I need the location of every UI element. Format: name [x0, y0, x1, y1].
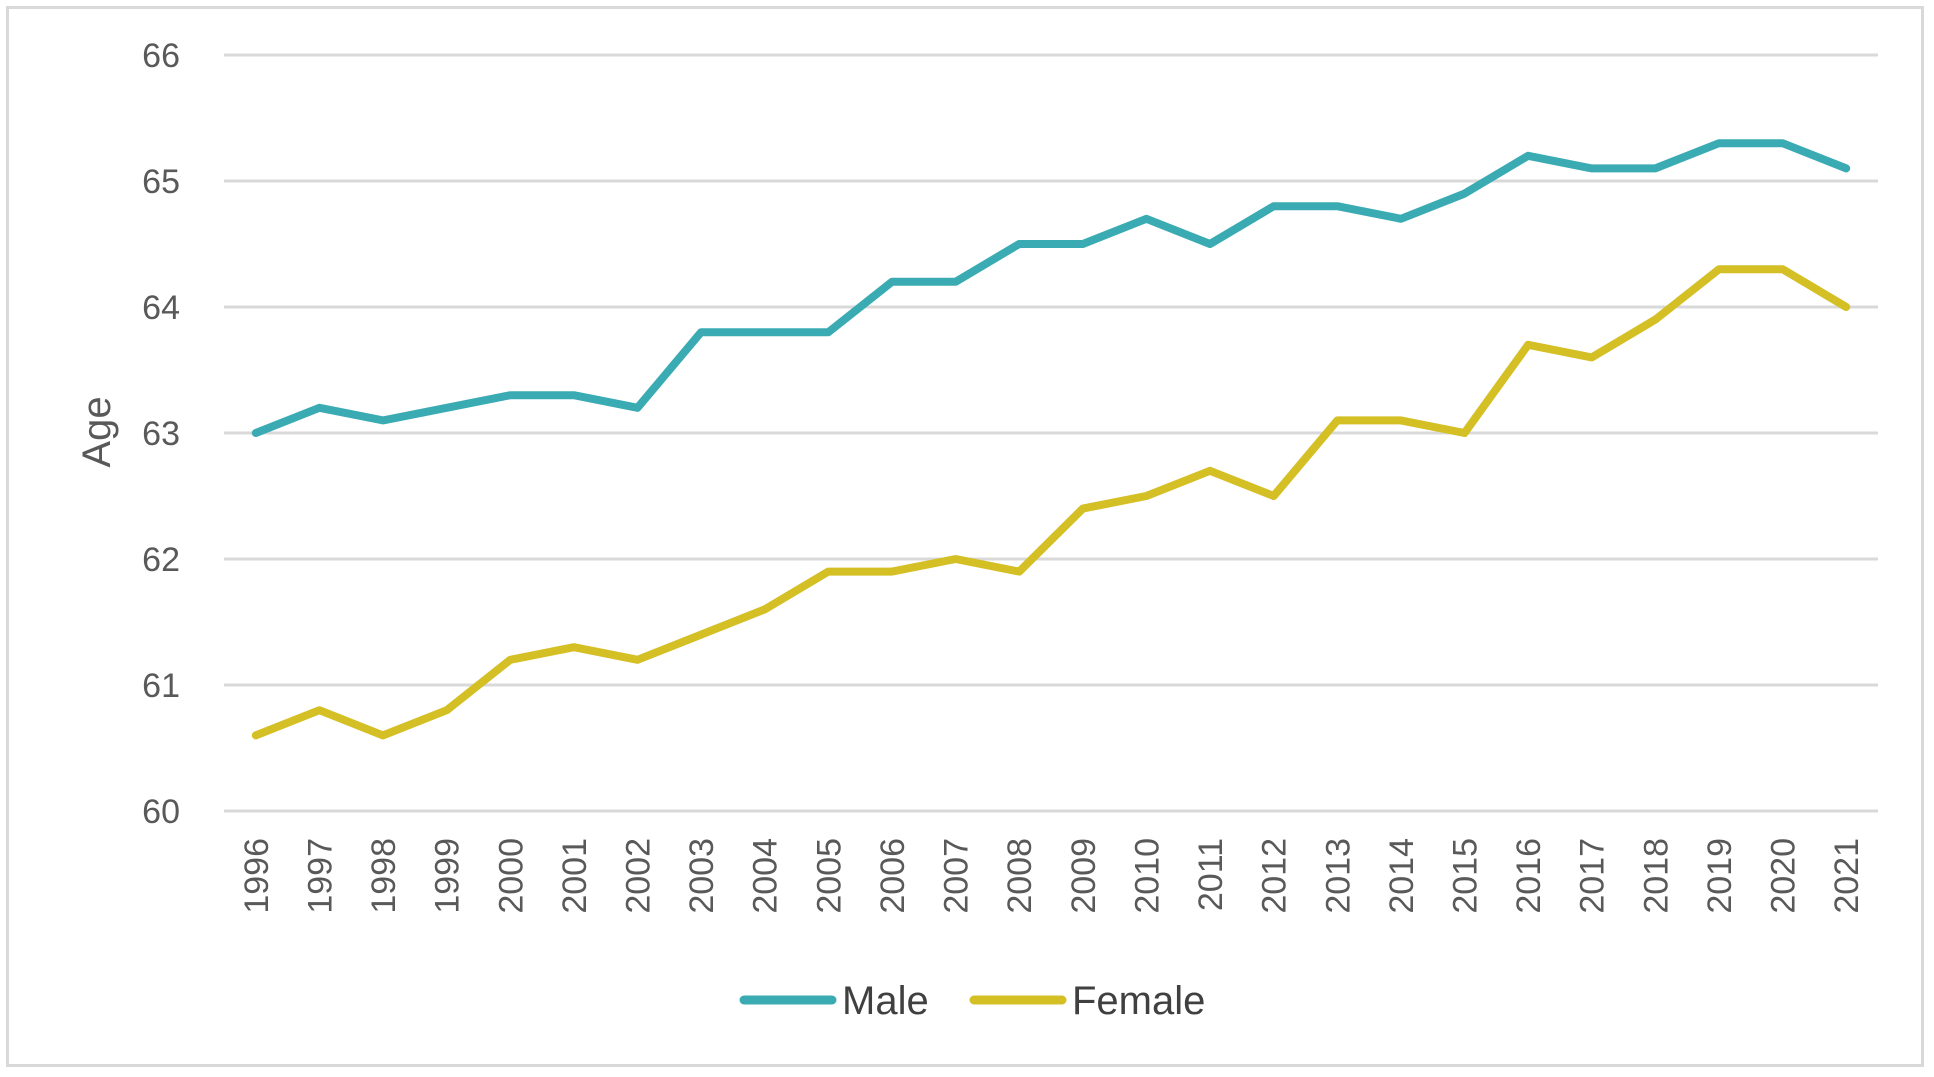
- x-tick-label: 2010: [1128, 838, 1166, 914]
- series-line-male: [251, 139, 1851, 437]
- data-point-male: [1654, 167, 1656, 169]
- data-point-male: [1845, 167, 1847, 169]
- x-tick-label: 2004: [747, 838, 785, 914]
- data-point-male: [1464, 193, 1465, 195]
- data-point-male: [1145, 218, 1147, 220]
- x-tick-label: 1998: [365, 838, 403, 914]
- data-point-female: [764, 608, 766, 610]
- x-tick-label: 2018: [1637, 838, 1675, 914]
- data-point-female: [1464, 432, 1465, 434]
- data-point-male: [1591, 167, 1593, 169]
- x-tick-label: 2019: [1701, 838, 1739, 914]
- data-point-female: [1654, 319, 1656, 321]
- data-point-female: [1718, 268, 1720, 270]
- data-point-female: [891, 571, 893, 573]
- y-tick-label: 60: [142, 793, 180, 831]
- x-axis-ticks: 1996 1997 1998 1999 2000 2001 2002 2003 2004 2005…: [238, 838, 1866, 914]
- legend: Male Female: [739, 979, 1205, 1023]
- data-point-male: [509, 394, 511, 396]
- data-point-male: [382, 419, 384, 421]
- data-point-male: [1209, 243, 1211, 245]
- x-tick-label: 2001: [556, 838, 594, 914]
- legend-label-male: Male: [842, 979, 929, 1023]
- data-point-female: [1273, 495, 1275, 497]
- y-tick-label: 66: [142, 37, 180, 75]
- data-point-male: [446, 407, 448, 409]
- x-tick-label: 1999: [429, 838, 467, 914]
- x-tick-label: 2021: [1828, 838, 1866, 914]
- data-point-female: [382, 734, 384, 736]
- x-tick-label: 2011: [1192, 838, 1230, 911]
- x-tick-label: 2015: [1447, 838, 1485, 914]
- y-tick-label: 64: [142, 289, 180, 327]
- data-point-female: [446, 709, 448, 711]
- x-tick-label: 2005: [810, 838, 848, 914]
- data-point-female: [573, 646, 575, 648]
- data-point-female: [700, 634, 702, 636]
- y-axis-ticks: 60 61 62 63 64 65 66: [142, 37, 180, 831]
- data-point-female: [1145, 495, 1147, 497]
- y-tick-label: 61: [142, 667, 180, 705]
- data-point-female: [1400, 419, 1402, 421]
- data-point-female: [1782, 268, 1784, 270]
- data-point-male: [1400, 218, 1402, 220]
- x-tick-label: 2008: [1001, 838, 1039, 914]
- x-tick-label: 2000: [492, 838, 530, 914]
- x-tick-label: 2002: [620, 838, 658, 914]
- data-point-male: [891, 281, 893, 283]
- x-tick-label: 2006: [874, 838, 912, 914]
- data-point-male: [1718, 142, 1720, 144]
- x-tick-label: 2007: [938, 838, 976, 914]
- data-point-female: [255, 734, 257, 736]
- data-point-male: [1336, 205, 1338, 207]
- data-point-male: [637, 407, 638, 409]
- x-tick-label: 2020: [1765, 838, 1803, 914]
- data-point-female: [318, 709, 320, 711]
- data-point-male: [1018, 243, 1020, 245]
- data-point-male: [1082, 243, 1084, 245]
- data-point-male: [1527, 155, 1529, 157]
- data-point-female: [1527, 344, 1529, 346]
- x-tick-label: 1997: [301, 838, 339, 914]
- data-point-male: [1273, 205, 1275, 207]
- data-point-male: [573, 394, 575, 396]
- data-point-male: [764, 331, 766, 333]
- data-point-male: [255, 432, 257, 434]
- data-point-male: [318, 407, 320, 409]
- x-tick-label: 2009: [1065, 838, 1103, 914]
- data-point-female: [1018, 571, 1020, 573]
- data-point-female: [509, 659, 511, 661]
- data-point-female: [1209, 470, 1211, 472]
- x-tick-label: 1996: [238, 838, 276, 914]
- gridlines: [224, 53, 1878, 813]
- data-point-male: [955, 281, 957, 283]
- y-tick-label: 65: [142, 163, 180, 201]
- data-point-female: [1082, 508, 1084, 510]
- data-point-male: [700, 331, 702, 333]
- legend-label-female: Female: [1072, 979, 1205, 1023]
- data-point-female: [1336, 419, 1338, 421]
- y-axis-title: Age: [75, 396, 119, 467]
- y-tick-label: 62: [142, 541, 180, 579]
- x-tick-label: 2012: [1256, 838, 1294, 914]
- data-point-female: [827, 571, 829, 573]
- data-point-female: [955, 558, 957, 560]
- x-tick-label: 2014: [1383, 838, 1421, 914]
- series-line-female: [251, 265, 1851, 740]
- y-tick-label: 63: [142, 415, 180, 453]
- data-point-male: [827, 331, 829, 333]
- data-point-male: [1782, 142, 1784, 144]
- x-tick-label: 2016: [1510, 838, 1548, 914]
- data-point-female: [637, 659, 638, 661]
- data-point-female: [1591, 356, 1593, 358]
- x-tick-label: 2017: [1574, 838, 1612, 914]
- x-tick-label: 2003: [683, 838, 721, 914]
- chart-frame: [6, 6, 1924, 1067]
- data-point-female: [1845, 306, 1847, 308]
- x-tick-label: 2013: [1319, 838, 1357, 914]
- series-lines: [251, 139, 1851, 740]
